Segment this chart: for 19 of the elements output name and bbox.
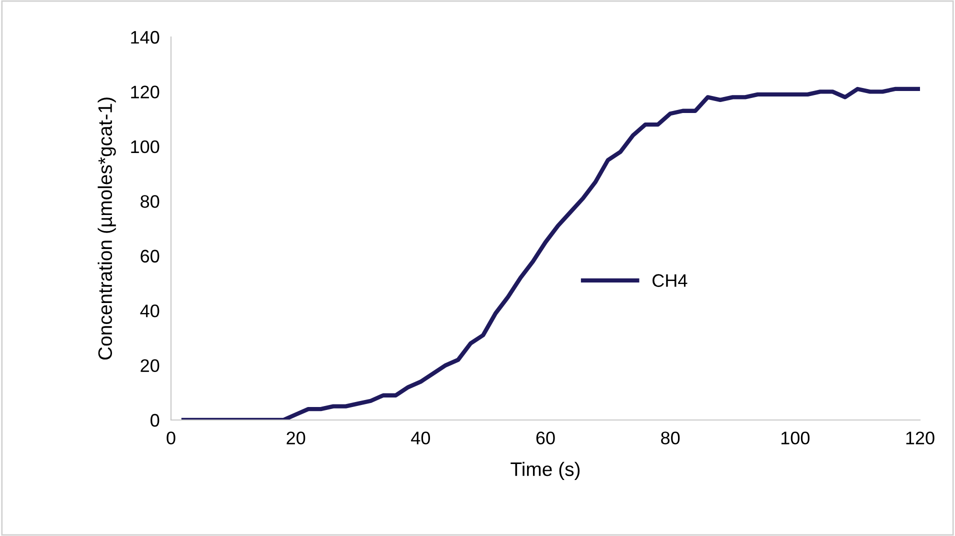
x-tick-label: 40 <box>411 432 430 444</box>
y-tick-label: 40 <box>140 304 160 318</box>
y-tick-label: 120 <box>131 86 160 98</box>
legend-label: CH4 <box>652 274 688 287</box>
x-tick-label: 20 <box>286 432 306 444</box>
y-tick-label: 0 <box>150 414 160 427</box>
line-series <box>181 86 920 420</box>
x-axis-title: Time (s) <box>510 462 580 480</box>
x-tick-label: 80 <box>661 432 680 444</box>
y-tick-label: 100 <box>131 140 160 154</box>
x-tick-label: 120 <box>906 432 934 444</box>
y-axis-title: Concentration (µmoles*gcat-1) <box>98 98 116 360</box>
x-tick-label: 0 <box>166 432 176 444</box>
y-tick-label: 20 <box>140 359 160 372</box>
y-tick-label: 140 <box>131 30 160 44</box>
y-tick-label: 60 <box>140 250 160 263</box>
x-tick-label: 60 <box>536 432 555 444</box>
x-tick-label: 100 <box>781 432 810 444</box>
y-tick-label: 80 <box>140 195 160 208</box>
